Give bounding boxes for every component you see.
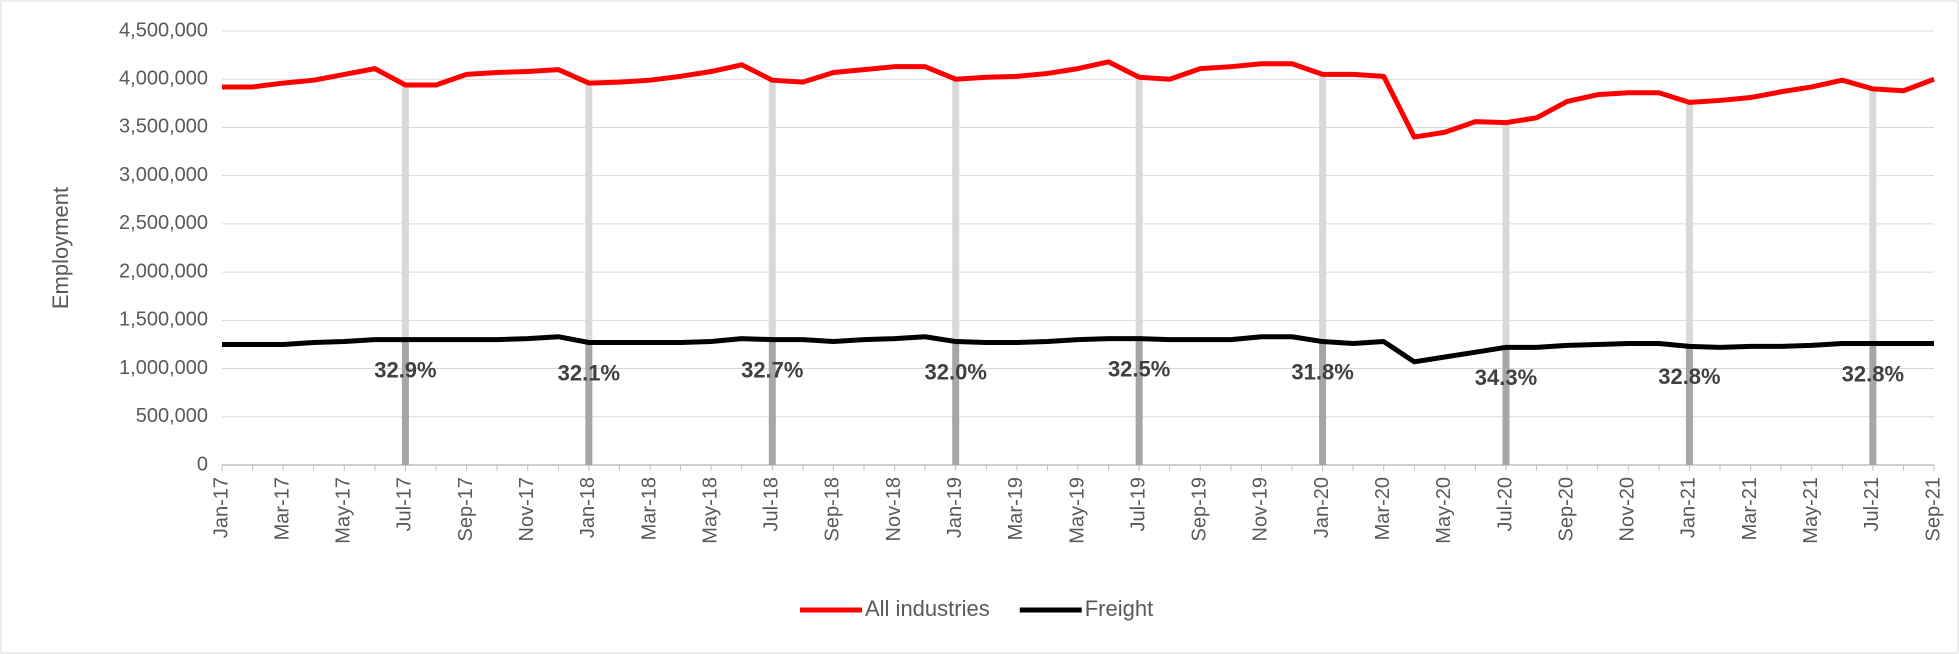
y-axis-label: Employment — [48, 187, 73, 309]
x-tick-label: Mar-18 — [638, 477, 660, 540]
y-tick-label: 4,500,000 — [119, 19, 208, 41]
x-tick-label: Nov-20 — [1617, 477, 1639, 541]
x-tick-label: Jul-21 — [1861, 477, 1883, 531]
annotation: 32.9% — [374, 357, 436, 382]
x-tick-label: Jan-18 — [577, 477, 599, 538]
annotation: 32.8% — [1658, 364, 1720, 389]
x-tick-label: Jul-19 — [1127, 477, 1149, 531]
x-tick-label: Mar-17 — [271, 477, 293, 540]
x-tick-label: May-19 — [1066, 477, 1088, 544]
x-tick-label: Mar-21 — [1739, 477, 1761, 540]
x-tick-label: Jan-21 — [1678, 477, 1700, 538]
x-tick-label: Jul-18 — [761, 477, 783, 531]
x-tick-label: Nov-17 — [516, 477, 538, 541]
annotation: 32.8% — [1842, 361, 1904, 386]
x-tick-label: Sep-17 — [455, 477, 477, 542]
series-line — [222, 59, 1935, 140]
annotation: 32.0% — [925, 359, 987, 384]
x-tick-label: Jul-20 — [1494, 477, 1516, 531]
y-tick-label: 1,000,000 — [119, 357, 208, 379]
y-tick-label: 3,500,000 — [119, 116, 208, 138]
legend-label: All industries — [865, 596, 990, 621]
x-tick-label: May-20 — [1433, 477, 1455, 544]
x-tick-label: Sep-19 — [1189, 477, 1211, 542]
x-tick-label: Nov-19 — [1250, 477, 1272, 541]
x-tick-label: May-17 — [333, 477, 355, 544]
y-tick-label: 4,000,000 — [119, 68, 208, 90]
x-tick-label: Sep-21 — [1922, 477, 1944, 542]
x-tick-label: May-18 — [699, 477, 721, 544]
x-tick-label: Jul-17 — [394, 477, 416, 531]
x-tick-label: May-21 — [1800, 477, 1822, 544]
x-tick-label: Jan-20 — [1311, 477, 1333, 538]
y-tick-label: 2,500,000 — [119, 212, 208, 234]
annotation: 32.1% — [558, 360, 620, 385]
y-tick-label: 0 — [197, 453, 208, 475]
annotation: 31.8% — [1291, 359, 1353, 384]
y-tick-label: 2,000,000 — [119, 260, 208, 282]
x-tick-label: Jan-17 — [210, 477, 232, 538]
legend-label: Freight — [1085, 596, 1153, 621]
x-tick-label: Mar-20 — [1372, 477, 1394, 540]
y-tick-label: 1,500,000 — [119, 309, 208, 331]
x-tick-label: Sep-18 — [822, 477, 844, 542]
x-tick-label: Sep-20 — [1555, 477, 1577, 542]
annotation: 32.7% — [741, 357, 803, 382]
series-line — [222, 334, 1934, 365]
x-tick-label: Mar-19 — [1005, 477, 1027, 540]
annotation: 34.3% — [1475, 365, 1537, 390]
annotation: 32.5% — [1108, 356, 1170, 381]
y-tick-label: 500,000 — [136, 405, 208, 427]
x-tick-label: Nov-18 — [883, 477, 905, 541]
y-tick-label: 3,000,000 — [119, 164, 208, 186]
x-tick-label: Jan-19 — [944, 477, 966, 538]
